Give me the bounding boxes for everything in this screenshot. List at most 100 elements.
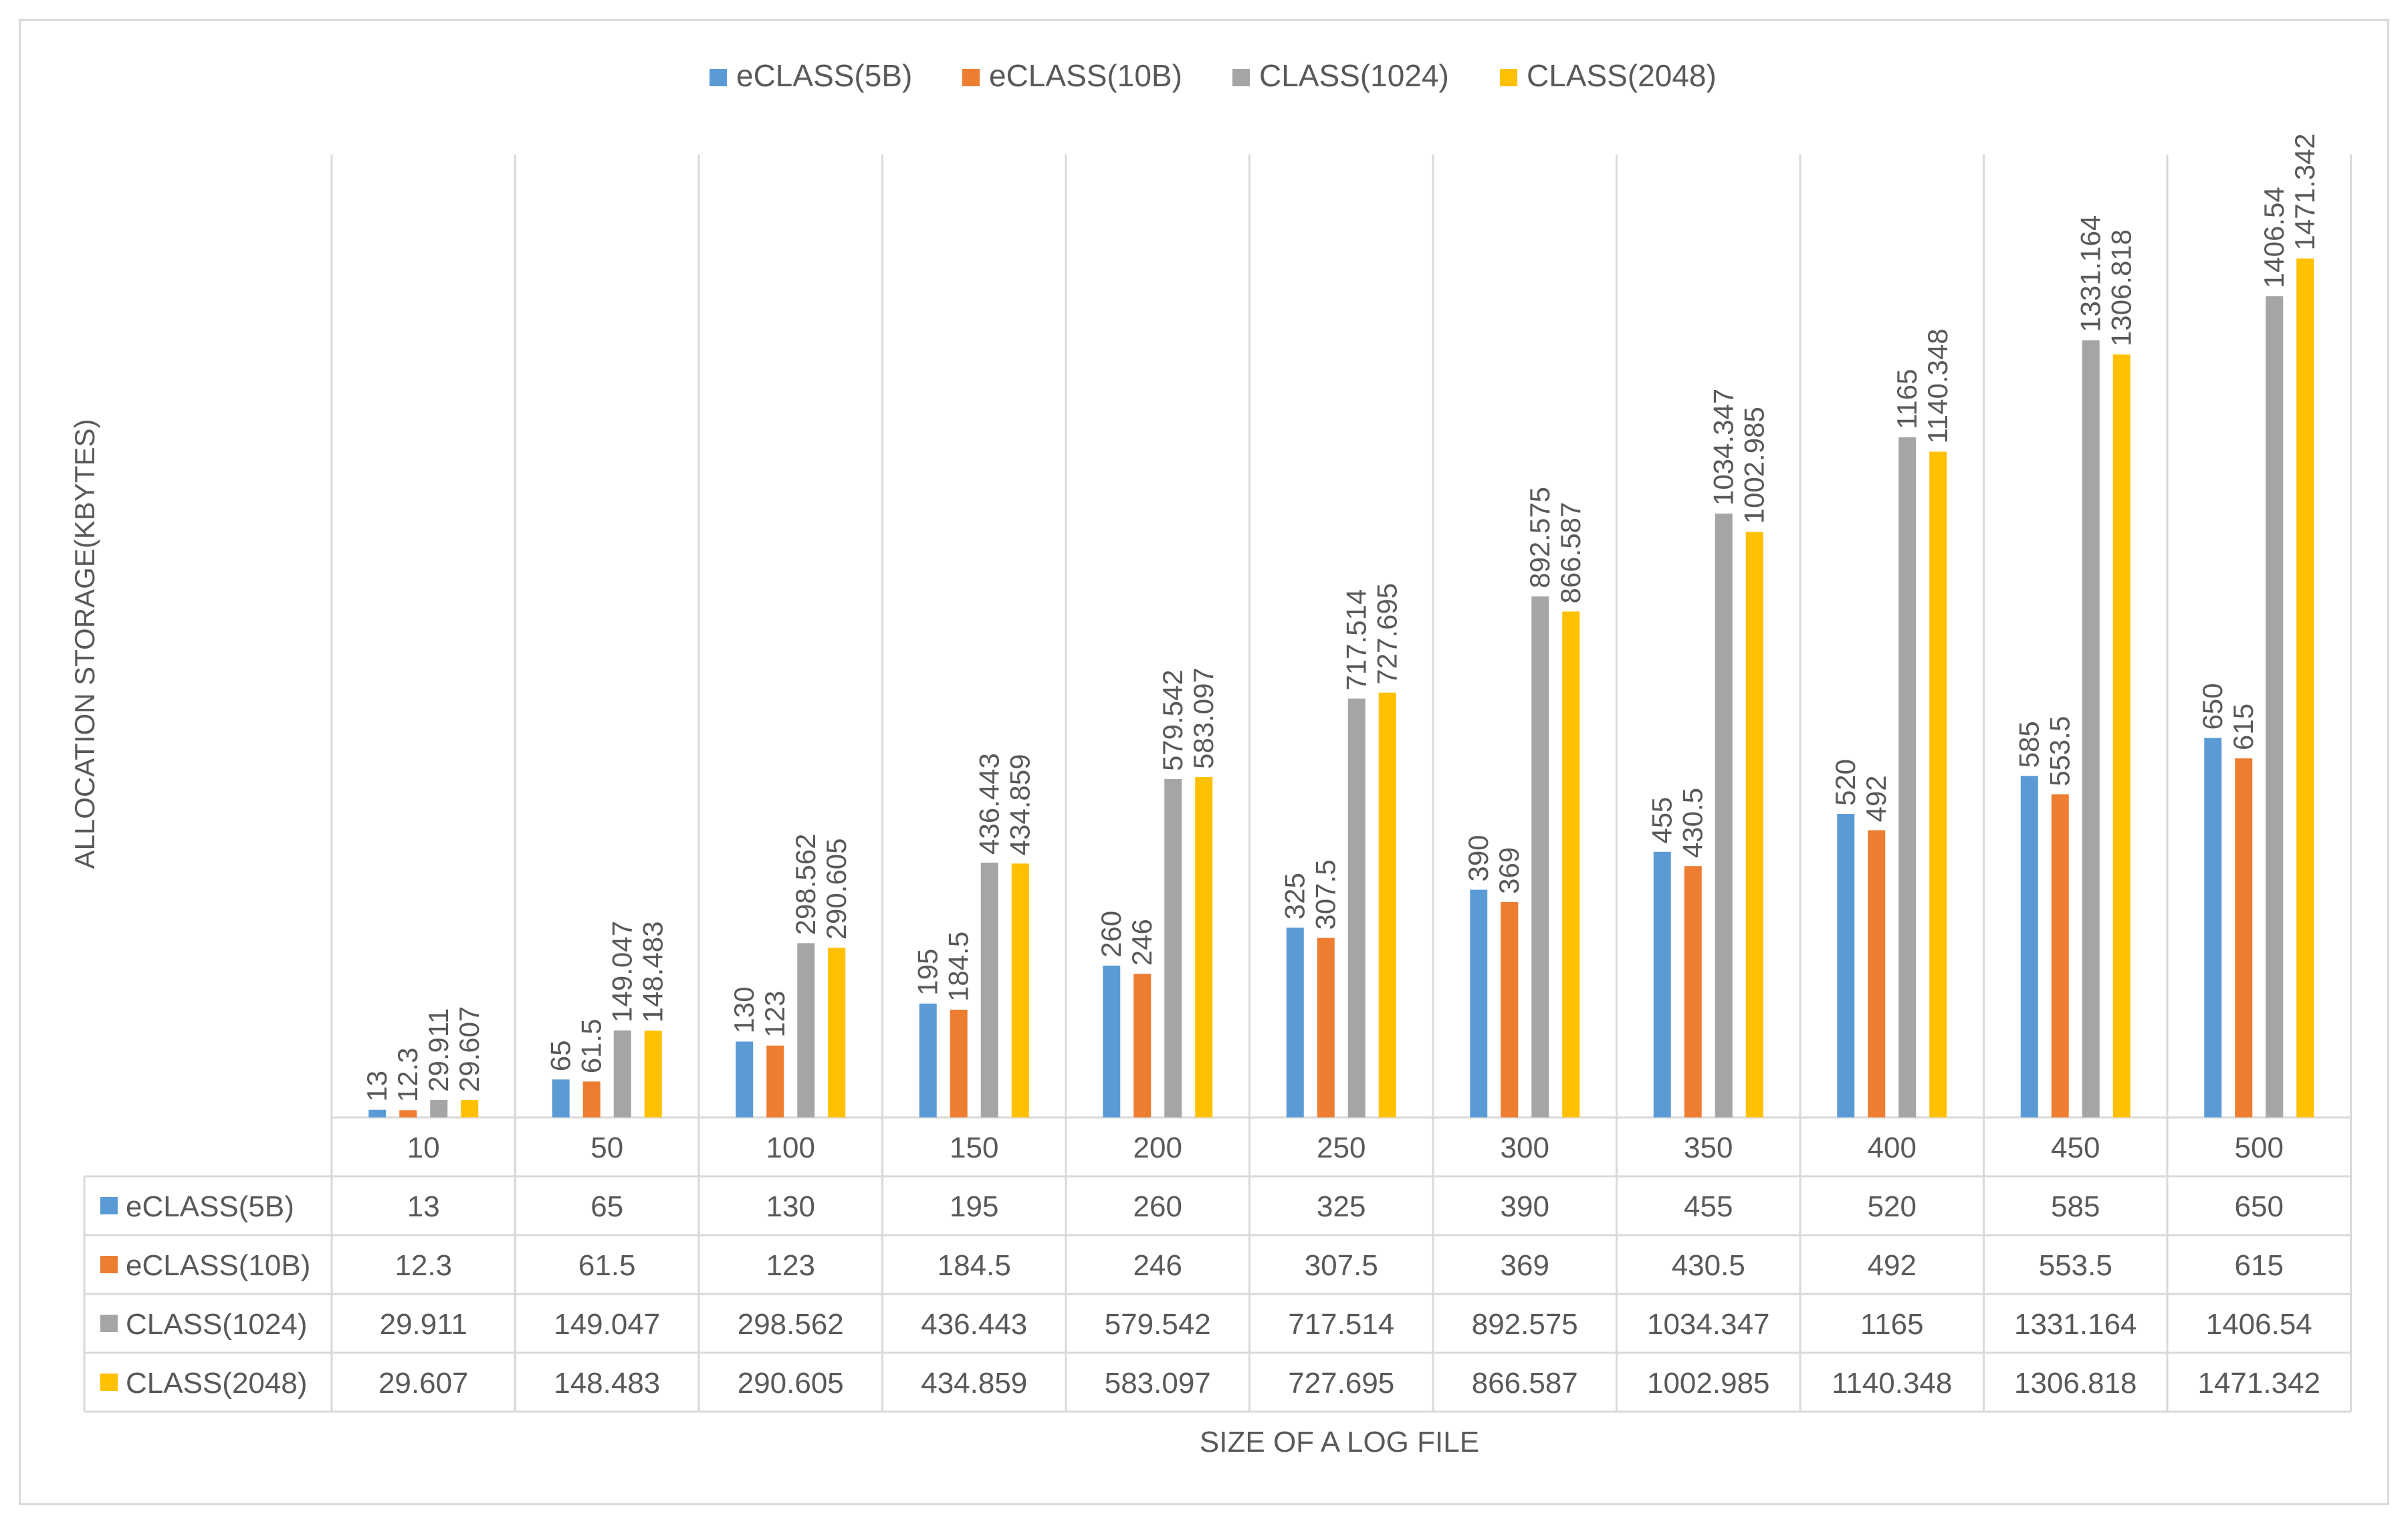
table-cell-1-7: 430.5 bbox=[1672, 1249, 1745, 1282]
legend-label-3: CLASS(2048) bbox=[1527, 58, 1717, 93]
table-cell-1-3: 184.5 bbox=[938, 1249, 1011, 1282]
table-cell-1-6: 369 bbox=[1501, 1249, 1549, 1282]
bar-label-1-9: 553.5 bbox=[2044, 716, 2076, 786]
table-cell-2-9: 1331.164 bbox=[2014, 1308, 2137, 1341]
bar-label-0-5: 325 bbox=[1279, 873, 1311, 919]
table-cell-1-1: 61.5 bbox=[578, 1249, 636, 1282]
bar-1-10 bbox=[2235, 758, 2253, 1117]
bar-label-1-10: 615 bbox=[2227, 703, 2259, 750]
bar-label-1-5: 307.5 bbox=[1310, 859, 1341, 930]
table-cell-0-8: 520 bbox=[1868, 1190, 1917, 1223]
bar-1-8 bbox=[1868, 830, 1886, 1117]
bar-2-9 bbox=[2082, 340, 2100, 1118]
table-cell-0-4: 260 bbox=[1133, 1190, 1182, 1223]
legend-label-2: CLASS(1024) bbox=[1259, 58, 1449, 93]
bar-label-2-0: 29.911 bbox=[423, 1008, 454, 1092]
bar-label-1-0: 12.3 bbox=[392, 1048, 423, 1103]
category-label-0: 10 bbox=[407, 1131, 440, 1164]
category-label-5: 250 bbox=[1317, 1131, 1365, 1164]
bar-label-3-1: 148.483 bbox=[637, 921, 669, 1023]
bar-2-2 bbox=[797, 943, 815, 1117]
table-cell-2-3: 436.443 bbox=[921, 1308, 1027, 1341]
bar-0-8 bbox=[1837, 814, 1855, 1117]
bar-label-1-8: 492 bbox=[1860, 775, 1892, 822]
bar-label-0-6: 390 bbox=[1462, 835, 1494, 881]
plot-separators bbox=[83, 154, 2352, 1413]
bar-0-4 bbox=[1103, 966, 1121, 1117]
table-row-header-0: eCLASS(5B) bbox=[126, 1190, 294, 1223]
bar-3-10 bbox=[2296, 258, 2314, 1117]
bar-0-1 bbox=[552, 1079, 570, 1117]
bar-label-0-3: 195 bbox=[912, 949, 944, 996]
bar-label-0-0: 13 bbox=[361, 1071, 393, 1102]
table-cell-1-9: 553.5 bbox=[2039, 1249, 2112, 1282]
bar-2-10 bbox=[2266, 296, 2284, 1117]
bar-label-3-3: 434.859 bbox=[1004, 754, 1036, 856]
table-cell-3-3: 434.859 bbox=[921, 1367, 1027, 1400]
bar-groups bbox=[368, 258, 2314, 1118]
bar-2-6 bbox=[1531, 596, 1549, 1117]
legend-swatch-3 bbox=[1500, 69, 1517, 86]
table-row-header-3: CLASS(2048) bbox=[126, 1367, 307, 1400]
bar-2-7 bbox=[1715, 514, 1733, 1117]
table-cell-1-8: 492 bbox=[1868, 1249, 1917, 1282]
bar-label-1-4: 246 bbox=[1126, 919, 1158, 966]
bar-1-5 bbox=[1317, 938, 1335, 1117]
table-cell-3-0: 29.607 bbox=[378, 1367, 469, 1400]
bar-3-8 bbox=[1929, 451, 1947, 1117]
bar-2-3 bbox=[980, 862, 998, 1117]
table-cell-1-0: 12.3 bbox=[395, 1249, 452, 1282]
table-cell-1-2: 123 bbox=[766, 1249, 815, 1282]
bar-label-2-7: 1034.347 bbox=[1708, 389, 1739, 506]
table-cell-0-2: 130 bbox=[766, 1190, 815, 1223]
table-cell-2-6: 892.575 bbox=[1472, 1308, 1578, 1341]
bar-label-0-10: 650 bbox=[2197, 683, 2228, 730]
table-cell-3-10: 1471.342 bbox=[2197, 1367, 2320, 1400]
table-cell-1-10: 615 bbox=[2235, 1249, 2284, 1282]
bar-0-7 bbox=[1653, 851, 1671, 1117]
table-cell-0-10: 650 bbox=[2235, 1190, 2284, 1223]
x-axis-title: SIZE OF A LOG FILE bbox=[1200, 1426, 1479, 1458]
table-cell-0-7: 455 bbox=[1684, 1190, 1733, 1223]
bar-3-3 bbox=[1011, 863, 1029, 1117]
table-row-header-1: eCLASS(10B) bbox=[126, 1249, 310, 1282]
table-cell-0-5: 325 bbox=[1317, 1190, 1365, 1223]
bar-label-2-9: 1331.164 bbox=[2075, 215, 2106, 332]
table-cell-2-8: 1165 bbox=[1860, 1308, 1924, 1341]
bar-label-1-1: 61.5 bbox=[576, 1019, 607, 1074]
bar-2-8 bbox=[1898, 437, 1917, 1117]
bar-label-2-4: 579.542 bbox=[1157, 669, 1188, 771]
legend-swatch-1 bbox=[962, 69, 980, 86]
bar-label-0-2: 130 bbox=[728, 986, 760, 1033]
data-table: 10 50 100 150 200 250 300 350 400 450 500 eCLASS(5B… bbox=[100, 1131, 2320, 1400]
category-label-2: 100 bbox=[766, 1131, 815, 1164]
bar-3-9 bbox=[2112, 354, 2130, 1117]
bar-3-6 bbox=[1562, 611, 1580, 1117]
table-swatch-3 bbox=[100, 1374, 118, 1391]
bar-label-2-3: 436.443 bbox=[974, 753, 1005, 855]
bar-label-2-1: 149.047 bbox=[607, 921, 638, 1022]
category-label-8: 400 bbox=[1868, 1131, 1917, 1164]
bar-label-3-6: 866.587 bbox=[1555, 502, 1586, 604]
bar-1-4 bbox=[1133, 974, 1152, 1117]
bar-1-3 bbox=[950, 1009, 968, 1117]
table-cell-2-10: 1406.54 bbox=[2206, 1308, 2312, 1341]
bar-label-2-6: 892.575 bbox=[1524, 487, 1555, 588]
table-cell-2-4: 579.542 bbox=[1105, 1308, 1211, 1341]
bar-1-6 bbox=[1501, 901, 1519, 1117]
chart-frame: eCLASS(5B) eCLASS(10B) CLASS(1024) CLASS(20… bbox=[19, 19, 2389, 1505]
category-label-10: 500 bbox=[2235, 1131, 2284, 1164]
table-cell-0-0: 13 bbox=[407, 1190, 440, 1223]
table-cell-3-7: 1002.985 bbox=[1647, 1367, 1770, 1400]
table-cell-3-6: 866.587 bbox=[1472, 1367, 1578, 1400]
table-cell-0-6: 390 bbox=[1501, 1190, 1549, 1223]
bar-3-1 bbox=[644, 1030, 662, 1117]
category-label-1: 50 bbox=[590, 1131, 623, 1164]
table-swatch-2 bbox=[100, 1315, 118, 1332]
bar-1-7 bbox=[1684, 866, 1702, 1117]
bar-label-0-4: 260 bbox=[1095, 911, 1127, 958]
category-label-7: 350 bbox=[1684, 1131, 1733, 1164]
bar-0-5 bbox=[1286, 928, 1304, 1117]
table-cell-0-1: 65 bbox=[590, 1190, 623, 1223]
table-cell-2-5: 717.514 bbox=[1288, 1308, 1394, 1341]
